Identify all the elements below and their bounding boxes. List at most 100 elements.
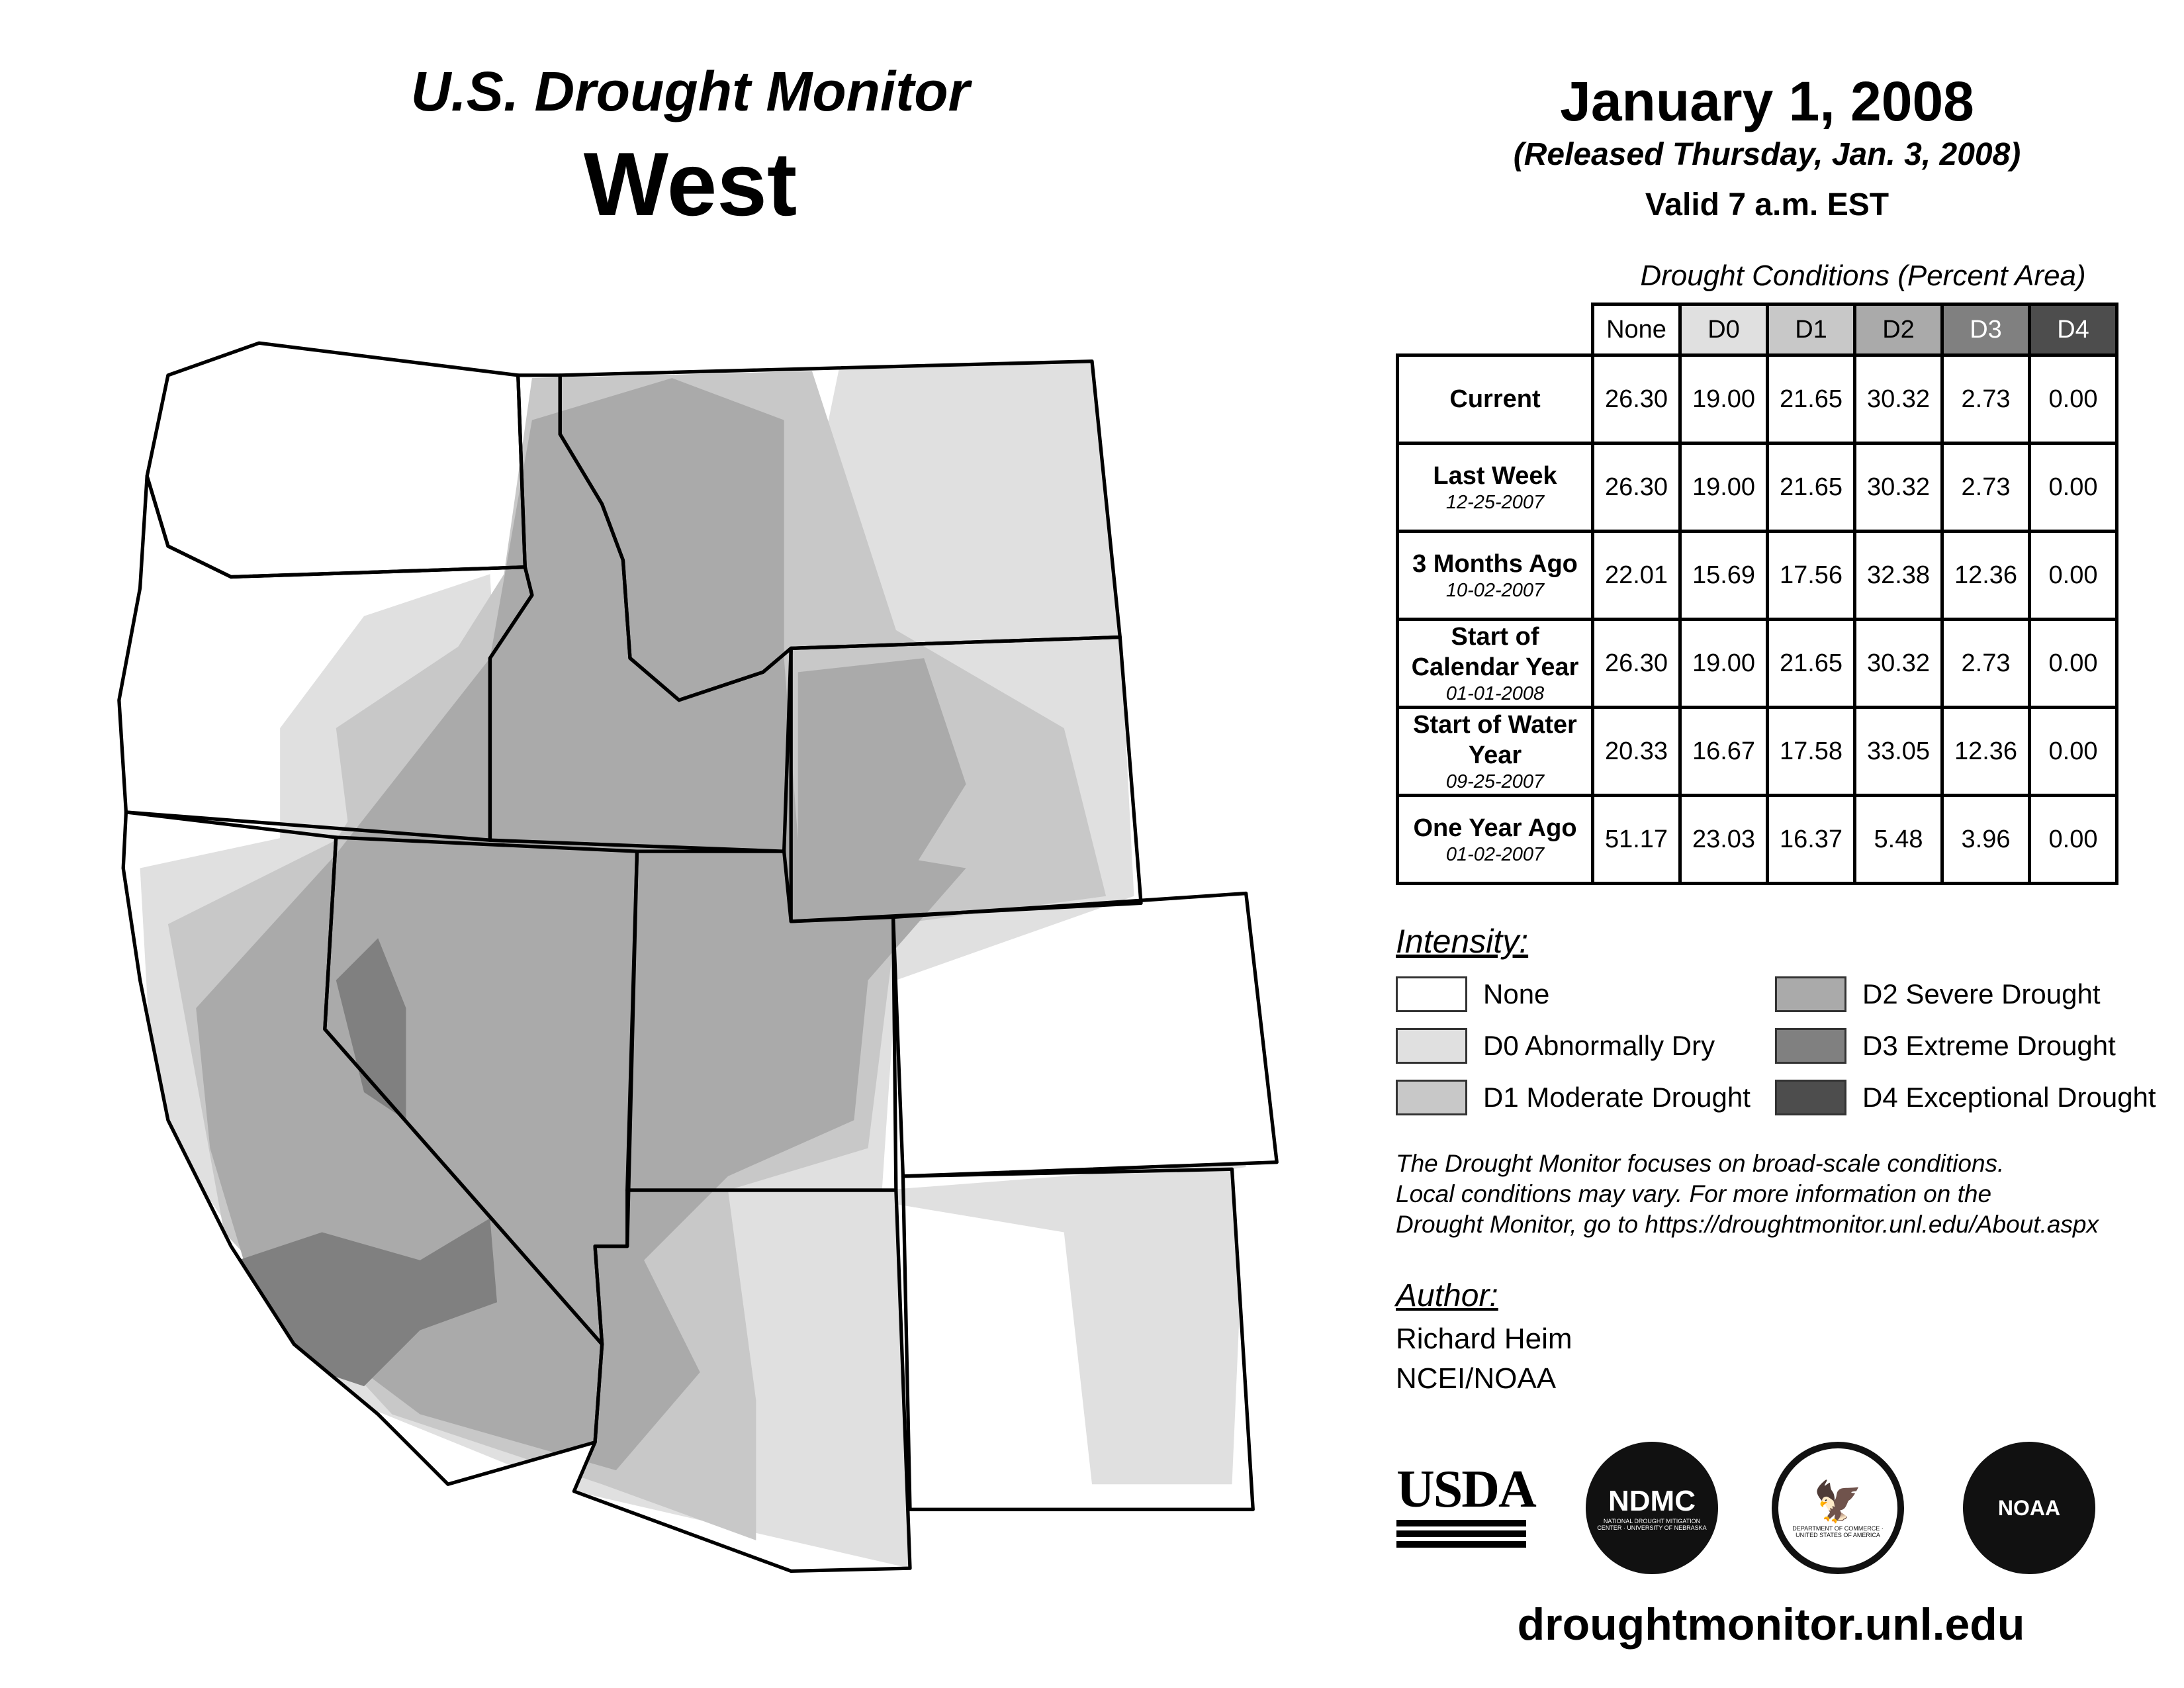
doc-ring-text: DEPARTMENT OF COMMERCE · UNITED STATES O…: [1792, 1524, 1884, 1538]
table-cell: 2.73: [1940, 353, 2031, 445]
footer-url[interactable]: droughtmonitor.unl.edu: [1517, 1599, 2025, 1650]
row-label: 3 Months Ago 10-02-2007: [1396, 530, 1594, 621]
row-label-text: Start of Calendar Year: [1411, 623, 1579, 681]
table-cell: 2.73: [1940, 442, 2031, 533]
table-cell: 22.01: [1591, 530, 1682, 621]
table-cell: 19.00: [1678, 353, 1769, 445]
legend-item-d3: D3 Extreme Drought: [1775, 1028, 2156, 1064]
table-cell: 21.65: [1766, 442, 1856, 533]
table-row: Current 26.30 19.00 21.65 30.32 2.73 0.00: [1396, 353, 2118, 445]
legend-title: Intensity:: [1396, 923, 1529, 960]
legend-label: D0 Abnormally Dry: [1483, 1030, 1715, 1061]
author-org: NCEI/NOAA: [1396, 1362, 1557, 1395]
state-new-mexico: [901, 1167, 1255, 1511]
col-d4: D4: [2028, 303, 2118, 357]
table-cell: 33.05: [1853, 706, 1944, 797]
legend-label: D3 Extreme Drought: [1862, 1030, 2116, 1061]
col-d0: D0: [1678, 303, 1769, 357]
swatch: [1396, 1028, 1467, 1064]
legend-col-2: D2 Severe Drought D3 Extreme Drought D4 …: [1775, 976, 2156, 1115]
table-row: 3 Months Ago 10-02-2007 22.01 15.69 17.56 32.…: [1396, 530, 2118, 621]
swatch: [1775, 1028, 1846, 1064]
col-d2: D2: [1853, 303, 1944, 357]
swatch: [1396, 976, 1467, 1012]
product-title: U.S. Drought Monitor: [410, 60, 970, 122]
table-row: Start of Calendar Year 01-01-2008 26.30 19.…: [1396, 618, 2118, 709]
row-date: 01-02-2007: [1445, 844, 1545, 865]
table-cell: 19.00: [1678, 618, 1769, 709]
author-heading: Author:: [1396, 1278, 1498, 1313]
legend-item-none: None: [1396, 976, 1751, 1012]
ndmc-logo-text: NDMC: [1608, 1485, 1696, 1517]
row-label: One Year Ago 01-02-2007: [1396, 794, 1594, 885]
table-cell: 16.37: [1766, 794, 1856, 885]
release-date: (Released Thursday, Jan. 3, 2008): [1513, 137, 2021, 172]
table-cell: 0.00: [2028, 530, 2118, 621]
table-cell: 12.36: [1940, 530, 2031, 621]
legend-label: D1 Moderate Drought: [1483, 1082, 1751, 1113]
table-cell: 51.17: [1591, 794, 1682, 885]
swatch: [1775, 976, 1846, 1012]
noaa-logo: NOAA: [1963, 1442, 2095, 1574]
table-cell: 21.65: [1766, 618, 1856, 709]
ndmc-logo: NDMC NATIONAL DROUGHT MITIGATION CENTER ·…: [1586, 1442, 1718, 1574]
swatch: [1775, 1080, 1846, 1115]
row-label: Last Week 12-25-2007: [1396, 442, 1594, 533]
doc-seal-logo: 🦅 DEPARTMENT OF COMMERCE · UNITED STATES …: [1772, 1442, 1904, 1574]
table-cell: 0.00: [2028, 618, 2118, 709]
ndmc-ring-text: NATIONAL DROUGHT MITIGATION CENTER · UNI…: [1597, 1518, 1707, 1531]
region-title: West: [583, 134, 797, 234]
table-cell: 26.30: [1591, 442, 1682, 533]
table-cell: 30.32: [1853, 353, 1944, 445]
usda-logo-text: USDA: [1396, 1460, 1537, 1519]
valid-time: Valid 7 a.m. EST: [1645, 187, 1889, 222]
note-line: Local conditions may vary. For more info…: [1396, 1180, 1992, 1207]
row-label: Current: [1396, 353, 1594, 445]
state-montana: [558, 359, 1122, 702]
usda-logo: USDA: [1396, 1460, 1537, 1548]
legend-item-d1: D1 Moderate Drought: [1396, 1080, 1751, 1115]
legend-item-d2: D2 Severe Drought: [1775, 976, 2156, 1012]
table-cell: 0.00: [2028, 794, 2118, 885]
row-date: 09-25-2007: [1445, 771, 1545, 792]
row-date: 12-25-2007: [1445, 492, 1545, 513]
table-cell: 30.32: [1853, 618, 1944, 709]
row-label-text: Current: [1449, 385, 1541, 413]
row-label-text: Start of Water Year: [1413, 711, 1577, 769]
state-arizona: [572, 1188, 912, 1573]
drought-conditions-table: None D0 D1 D2 D3 D4 Current 26.30 19.00 21.…: [1396, 303, 2118, 885]
legend-item-d4: D4 Exceptional Drought: [1775, 1080, 2156, 1115]
legend-col-1: None D0 Abnormally Dry D1 Moderate Droug…: [1396, 976, 1751, 1115]
table-cell: 19.00: [1678, 442, 1769, 533]
d2-area: [196, 378, 966, 1471]
note-line: Drought Monitor, go to https://droughtmo…: [1396, 1211, 2099, 1238]
table-corner: [1397, 304, 1593, 357]
map-date: January 1, 2008: [1560, 70, 1974, 132]
table-cell: 5.48: [1853, 794, 1944, 885]
row-label-text: 3 Months Ago: [1412, 550, 1578, 578]
legend-label: D4 Exceptional Drought: [1862, 1082, 2156, 1113]
table-cell: 23.03: [1678, 794, 1769, 885]
row-label-text: One Year Ago: [1413, 814, 1577, 842]
table-cell: 30.32: [1853, 442, 1944, 533]
table-cell: 16.67: [1678, 706, 1769, 797]
row-label-text: Last Week: [1433, 462, 1557, 490]
table-cell: 26.30: [1591, 618, 1682, 709]
legend-item-d0: D0 Abnormally Dry: [1396, 1028, 1751, 1064]
col-d3: D3: [1940, 303, 2031, 357]
table-cell: 2.73: [1940, 618, 2031, 709]
table-cell: 32.38: [1853, 530, 1944, 621]
table-caption: Drought Conditions (Percent Area): [1640, 259, 2086, 292]
table-cell: 21.65: [1766, 353, 1856, 445]
row-label: Start of Calendar Year 01-01-2008: [1396, 618, 1594, 709]
row-date: 01-01-2008: [1445, 683, 1545, 704]
table-row: Start of Water Year 09-25-2007 20.33 16.67 1…: [1396, 706, 2118, 797]
table-cell: 17.58: [1766, 706, 1856, 797]
table-cell: 15.69: [1678, 530, 1769, 621]
state-wyoming: [789, 635, 1143, 923]
table-cell: 0.00: [2028, 353, 2118, 445]
table-cell: 3.96: [1940, 794, 2031, 885]
table-cell: 20.33: [1591, 706, 1682, 797]
d3-area: [336, 938, 406, 1121]
